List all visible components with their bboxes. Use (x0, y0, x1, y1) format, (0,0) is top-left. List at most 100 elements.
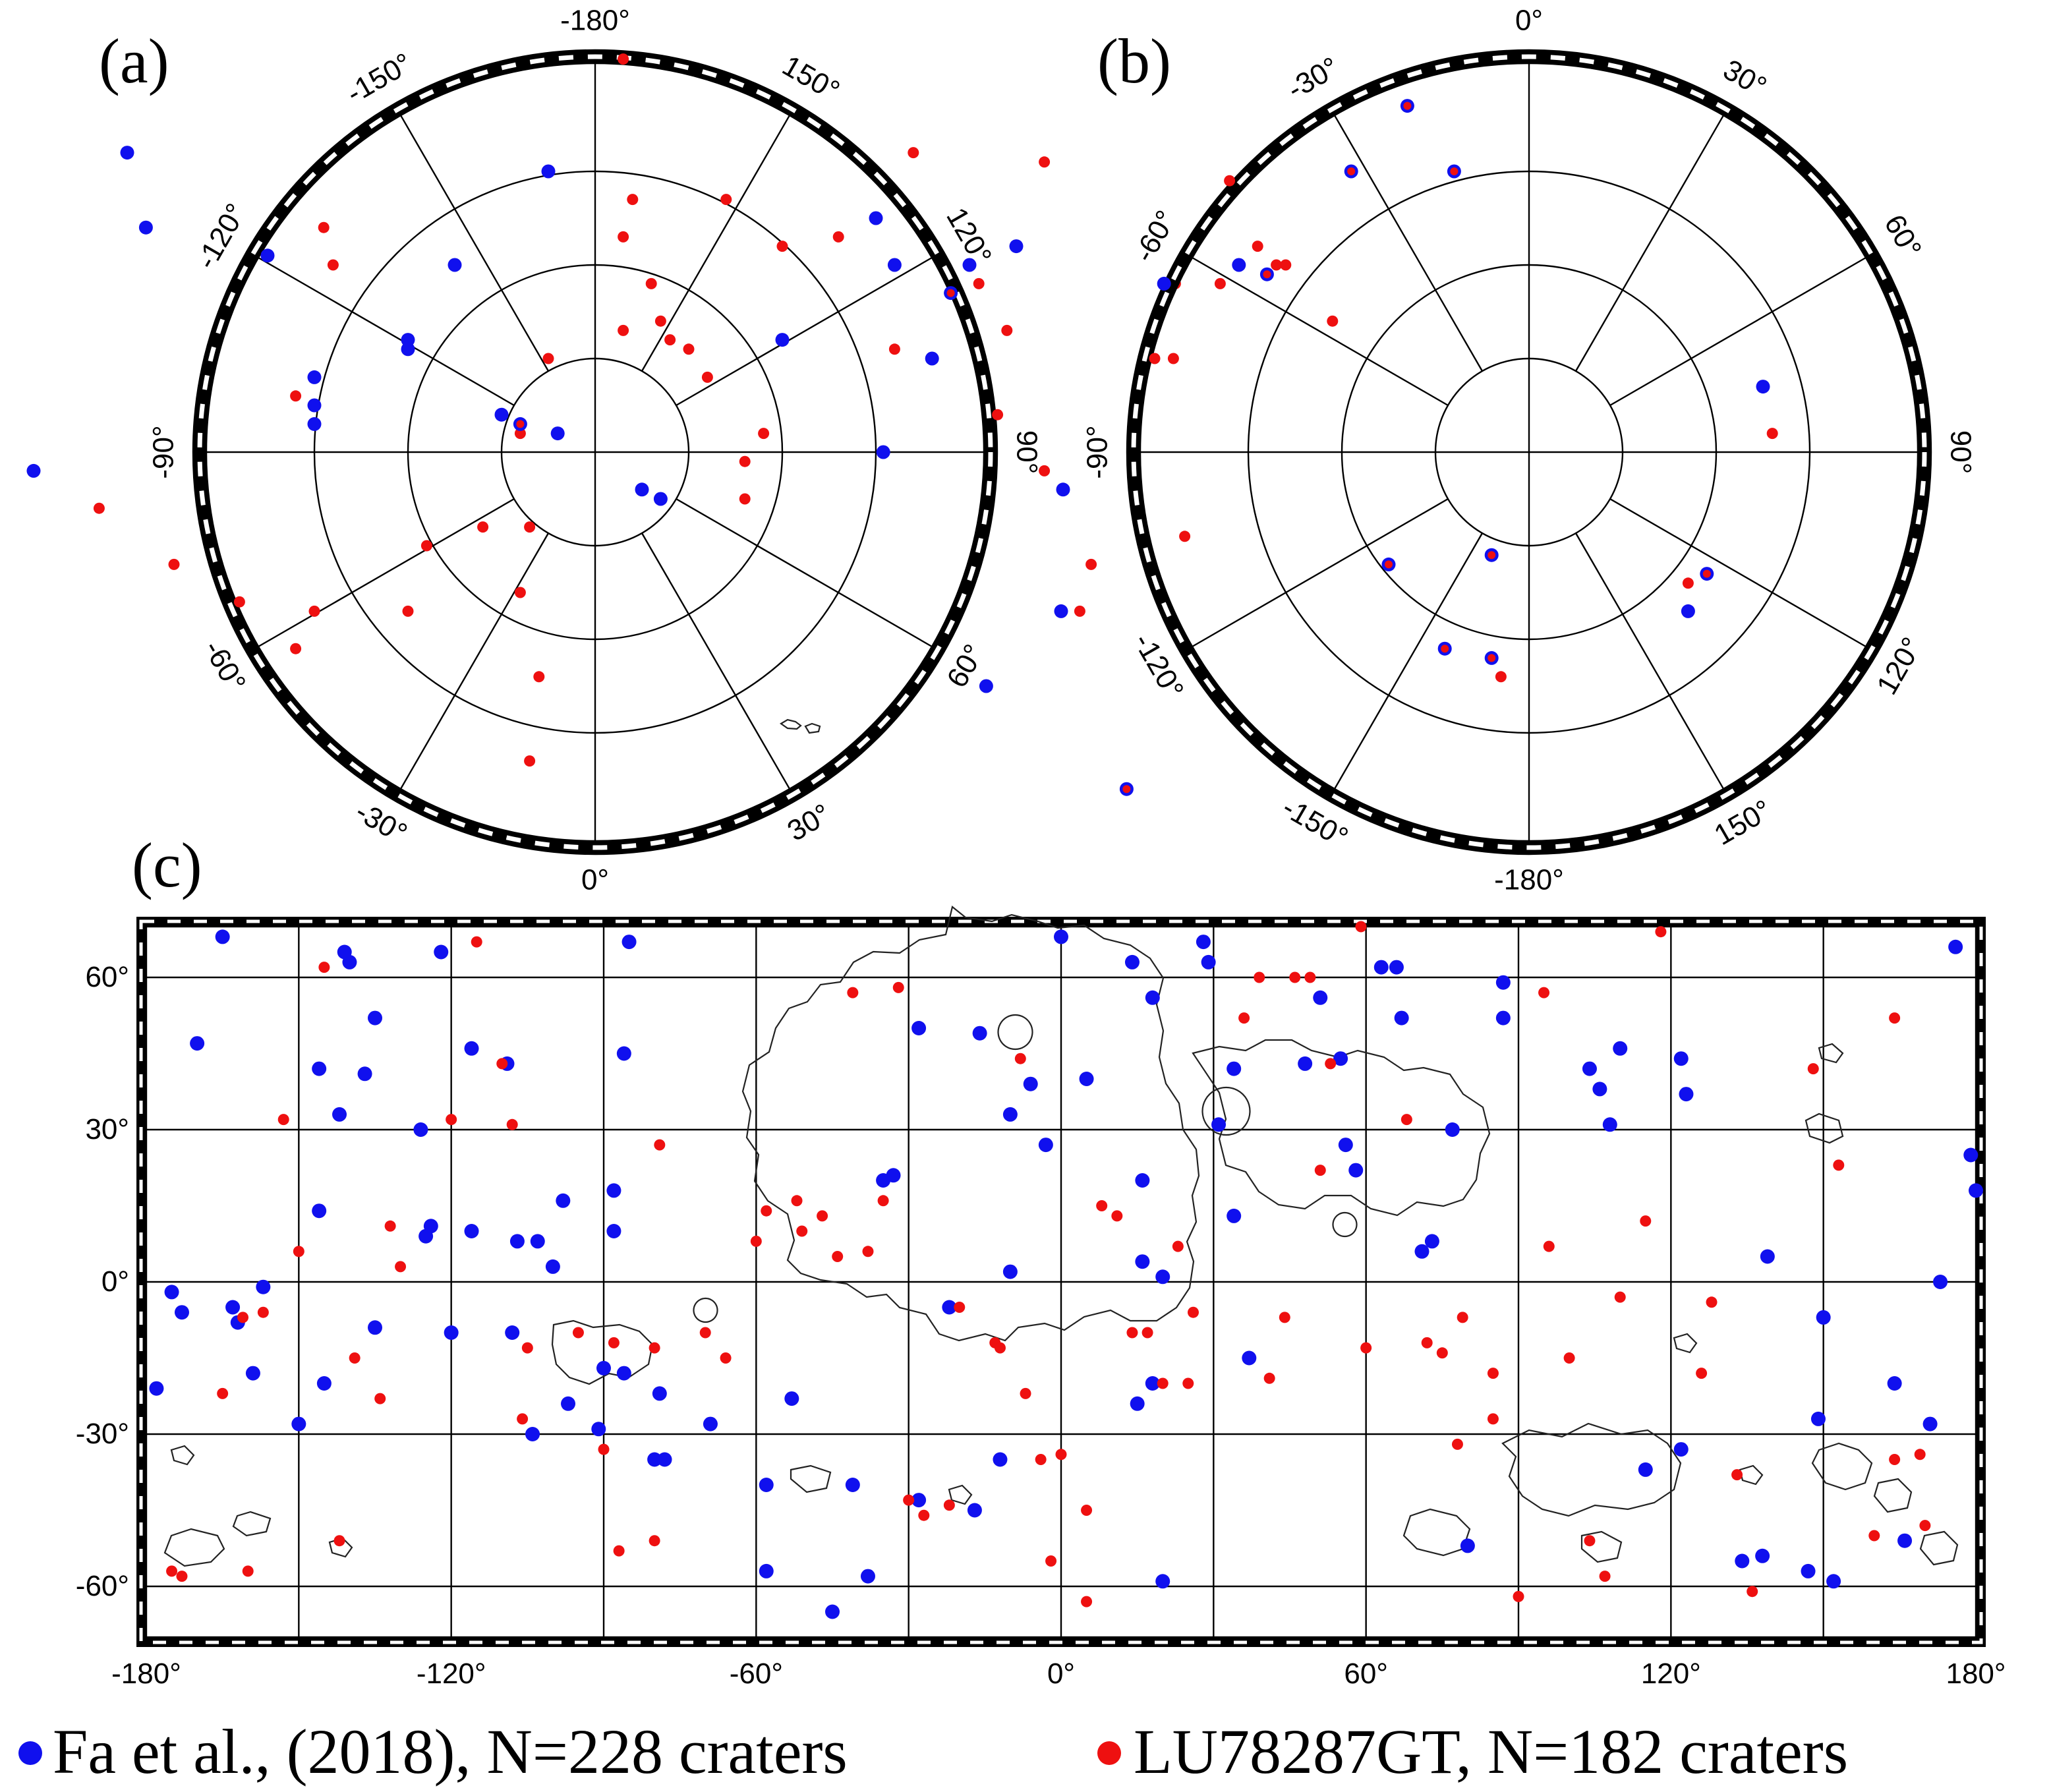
polar-a-coastline (779, 718, 821, 734)
polar-a-tick-label: -180° (560, 5, 630, 37)
map-c-fa-crater (1424, 1234, 1439, 1249)
map-c-lu-crater (1599, 1571, 1611, 1582)
map-c-lu-crater (1360, 1342, 1372, 1354)
polar-b-overlap-crater (1347, 167, 1356, 175)
map-c-lu-crater (761, 1205, 772, 1217)
map-c-lu-crater (1889, 1012, 1901, 1024)
polar-a-lu-crater (664, 334, 676, 346)
polar-b-lu-crater (1149, 353, 1161, 364)
map-c-y-tick-label: 60° (85, 961, 129, 993)
map-c-fa-crater (1460, 1538, 1475, 1553)
polar-a-overlap-crater (516, 420, 525, 428)
map-c-lu-crater (1747, 1586, 1758, 1598)
map-c-fa-crater (342, 954, 357, 969)
polar-a-lu-crater (739, 493, 751, 505)
polar-a-fa-crater (138, 220, 153, 235)
polar-a-lu-crater (233, 596, 245, 608)
map-c-fa-crater (164, 1285, 179, 1300)
map-c-fa-crater (1948, 939, 1963, 954)
polar-a-meridian (399, 115, 550, 372)
map-c-lu-crater (903, 1494, 915, 1506)
map-c-fa-crater (942, 1300, 957, 1315)
legend-fa-label: Fa et al., (2018), N=228 craters (53, 1716, 848, 1787)
map-c-lu-crater (1279, 1312, 1290, 1323)
polar-b-overlap-crater (1122, 785, 1131, 794)
map-c-fa-crater (759, 1563, 774, 1578)
map-c-fa-crater (845, 1478, 860, 1492)
polar-b-overlap-crater (1702, 569, 1711, 578)
map-c-lu-crater (1543, 1240, 1555, 1252)
map-c-lu-crater (257, 1306, 269, 1318)
map-c-craters (149, 921, 1983, 1619)
map-c-fa-crater (1348, 1163, 1364, 1178)
polar-a-fa-crater (541, 164, 556, 179)
polar-a-lu-crater (290, 390, 302, 402)
map-c-fa-crater (1135, 1173, 1150, 1188)
map-c-lu-crater (1045, 1555, 1057, 1567)
map-c-fa-crater (647, 1452, 662, 1467)
polar-b-lu-crater (1327, 315, 1339, 327)
polar-b-craters (876, 99, 1778, 796)
map-c-fa-crater (1445, 1122, 1460, 1137)
polar-a-lu-crater (618, 324, 629, 336)
panel-a: (a) -180°150°120°90°60°30°0°-30°-60°-90°… (26, 5, 1191, 896)
polar-a-lu-crater (308, 605, 320, 617)
map-c-lu-crater (791, 1195, 803, 1207)
map-c-lu-crater (395, 1261, 407, 1273)
map-c-lu-crater (1055, 1449, 1067, 1460)
map-c-fa-crater (1145, 1376, 1160, 1391)
polar-a-lu-crater (327, 259, 339, 271)
polar-a-lu-crater (542, 353, 554, 364)
map-c-fa-crater (1338, 1138, 1353, 1153)
polar-b-meridian (1609, 498, 1866, 648)
polar-b-meridian (1574, 115, 1725, 372)
polar-a-lu-crater (533, 671, 545, 683)
map-c-fa-crater (825, 1604, 840, 1619)
polar-b-tick-label: -180° (1494, 864, 1564, 896)
map-c-lu-crater (877, 1195, 889, 1207)
legend-lu-marker (1097, 1741, 1121, 1765)
map-c-fa-crater (1054, 929, 1068, 944)
polar-a-lu-crater (758, 428, 770, 440)
map-c-fa-crater (509, 1234, 525, 1249)
polar-a-lu-crater (776, 241, 788, 252)
polar-b-overlap-crater (1450, 167, 1459, 175)
polar-a-fa-crater (869, 211, 883, 225)
map-c-lu-crater (1614, 1291, 1626, 1303)
map-c-lu-crater (918, 1509, 930, 1521)
map-c-fa-crater (860, 1569, 875, 1584)
map-c-lu-crater (1141, 1327, 1153, 1339)
polar-a-fa-crater (635, 482, 649, 497)
map-c-fa-crater (967, 1503, 982, 1518)
polar-a-fa-crater (775, 333, 790, 347)
map-c-fa-crater (1002, 1264, 1018, 1279)
polar-a-fa-crater (307, 417, 322, 431)
polar-a-frame (192, 49, 998, 855)
map-c-border-dash (139, 919, 1983, 1644)
map-c-fa-crater (1673, 1051, 1689, 1066)
map-c-tick-labels: -180° -120° -60° 0° 60° 120° 180° 60° 30° 0° -30° -… (76, 961, 2006, 1690)
map-c-lu-crater (318, 962, 330, 973)
polar-b-lu-crater (1495, 671, 1507, 683)
map-c-fa-crater (1816, 1310, 1831, 1325)
map-c-lu-crater (1914, 1449, 1926, 1460)
map-c-fa-crater (1389, 960, 1404, 975)
map-c-fa-crater (1394, 1010, 1409, 1026)
map-c-fa-crater (464, 1224, 479, 1238)
map-c-lu-crater (1081, 1596, 1093, 1607)
map-c-fa-crater (1211, 1117, 1227, 1132)
map-c-fa-crater (886, 1168, 901, 1183)
polar-a-lu-crater (645, 277, 657, 289)
polar-a-fa-crater (307, 370, 322, 384)
map-c-fa-crater (1582, 1061, 1597, 1076)
map-c-lu-crater (1487, 1413, 1499, 1425)
map-c-lu-crater (1731, 1469, 1743, 1481)
map-c-fa-crater (225, 1300, 241, 1315)
map-c-lu-crater (608, 1337, 620, 1348)
map-c-fa-crater (1130, 1396, 1145, 1411)
map-c-fa-crater (1613, 1041, 1628, 1056)
map-c-fa-crater (1897, 1533, 1913, 1548)
polar-a-lu-crater (402, 605, 414, 617)
map-c-lu-crater (1172, 1240, 1184, 1252)
